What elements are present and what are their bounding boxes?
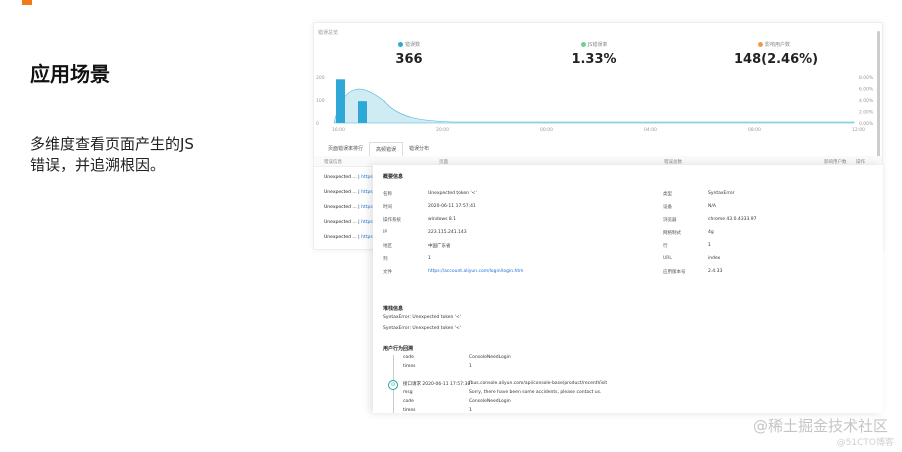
row-msg: Unexpected ... [324, 175, 357, 180]
request-icon: ⊙ [388, 380, 398, 390]
accent-bar [22, 0, 32, 5]
field-value: 223.115.241.143 [428, 230, 467, 235]
error-rate-area [333, 88, 855, 124]
y-left-tick: 0 [316, 121, 319, 127]
col-header: 操作 [856, 160, 865, 165]
field-label: 时间 [383, 205, 392, 210]
kpi-value: 1.33% [571, 52, 617, 67]
col-header: 错误总数 [664, 160, 682, 165]
kpi-affected-users: 影响用户数 148(2.46%) [734, 41, 819, 67]
watermark: @稀土掘金技术社区 [752, 417, 888, 435]
stack-line: SyntaxError: Unexpected token '<' [383, 326, 462, 331]
basic-info-title: 概要信息 [383, 174, 404, 180]
field-value: 中国广东省 [428, 244, 451, 249]
row-msg: Unexpected ... [324, 205, 357, 210]
y-left-tick: 100 [316, 98, 325, 104]
kpi-label: 影响用户数 [764, 42, 790, 48]
y-right-tick: 6.00% [859, 87, 874, 93]
field-value: chrome 43.0.4333.97 [708, 217, 757, 222]
y-right-tick: 8.00% [859, 75, 874, 81]
field-value: 1 [428, 256, 431, 261]
y-right-tick: 4.00% [859, 98, 874, 104]
slide-title: 应用场景 [30, 62, 110, 86]
field-value: windows 8.1 [428, 217, 457, 222]
field-label: 列 [383, 257, 388, 262]
kpi-value: 148(2.46%) [734, 52, 819, 67]
x-tick: 04:00 [644, 127, 657, 133]
field-label: 名称 [383, 192, 392, 197]
x-tick: 12:00 [852, 127, 865, 133]
trace-value: fbus.console.aliyun.com/api/console-base… [469, 381, 608, 386]
field-label: 设备 [663, 205, 672, 210]
field-label: IP [383, 230, 388, 235]
error-detail-panel: 概要信息 名称 Unexpected token '<' 时间 2020-06-11 … [373, 165, 883, 413]
stack-line: SyntaxError: Unexpected token '<' [383, 315, 462, 320]
field-label: 文件 [383, 270, 392, 275]
field-value: 1 [708, 243, 711, 248]
trace-value: ConsoleNeedLogin [469, 355, 511, 360]
field-value: index [708, 256, 721, 261]
field-label: 操作系统 [383, 218, 401, 223]
kpi-value: 366 [395, 52, 423, 67]
trace-key: times [403, 364, 416, 369]
kpi-dot-icon [757, 42, 763, 47]
error-chart: 200 100 0 8.00% 6.00% 4.00% 2.00% 0.00% 16:00 20:… [316, 75, 874, 133]
stack-title: 堆栈信息 [383, 306, 404, 312]
x-tick: 16:00 [332, 127, 345, 133]
trace-key: 接口请求 2020-06-11 17:57:38 [403, 382, 471, 387]
col-header: 页面 [439, 160, 448, 165]
field-label: 网络制式 [663, 231, 681, 236]
col-header: 影响用户数 [824, 160, 847, 165]
tab-frequent-errors[interactable]: 高频错误 [369, 142, 404, 156]
field-label: 应用版本号 [663, 270, 686, 275]
trace-key: msg [403, 390, 413, 395]
x-tick: 00:00 [540, 127, 553, 133]
watermark-sub: @51CTO博客 [836, 438, 894, 448]
kpi-dot-icon [580, 42, 586, 47]
trace-value: ConsoleNeedLogin [469, 399, 511, 404]
y-left-tick: 200 [316, 75, 325, 81]
error-count-bar[interactable] [336, 79, 345, 123]
x-tick: 20:00 [436, 127, 449, 133]
kpi-dot-icon [397, 42, 403, 47]
section-label: 错误总览 [318, 30, 339, 36]
field-label: 类型 [663, 192, 672, 197]
trace-value: Sorry, there have been some accidents, p… [469, 390, 602, 395]
trace-key: code [403, 355, 414, 360]
tab-page-error-rank[interactable]: 页面错误率排行 [328, 146, 364, 152]
y-right-tick: 2.00% [859, 110, 874, 116]
row-msg: Unexpected ... [324, 190, 357, 195]
slide-body: 多维度查看页面产生的JS错误，并追溯根因。 [30, 135, 194, 174]
field-value: Unexpected token '<' [428, 191, 477, 196]
kpi-label: 错误数 [404, 42, 420, 48]
col-header: 错误信息 [324, 160, 342, 165]
field-label: URL [663, 256, 672, 261]
trace-title: 用户行为回溯 [383, 346, 414, 352]
tab-bar: 页面错误率排行 高频错误 错误分布 [322, 142, 435, 156]
row-msg: Unexpected ... [324, 220, 357, 225]
field-label: 地区 [383, 244, 392, 249]
x-tick: 08:00 [748, 127, 761, 133]
row-msg: Unexpected ... [324, 235, 357, 240]
scrollbar[interactable] [877, 31, 880, 181]
tab-error-distribution[interactable]: 错误分布 [409, 146, 430, 152]
field-value: 2.4.33 [708, 269, 723, 274]
trace-value: 1 [469, 364, 472, 369]
field-link[interactable]: https://account.aliyun.com/login/login.h… [428, 269, 524, 274]
trace-key: code [403, 399, 414, 404]
kpi-label: JS错误率 [587, 42, 608, 48]
field-label: 行 [663, 244, 668, 249]
trace-key: times [403, 408, 416, 413]
kpi-errors: 错误数 366 [384, 41, 434, 67]
kpi-error-rate: JS错误率 1.33% [569, 41, 619, 67]
field-value: SyntaxError [708, 191, 735, 196]
field-value: 2020-06-11 17:57:41 [428, 204, 476, 209]
field-value: 4g [708, 230, 714, 235]
error-count-bar[interactable] [358, 101, 367, 123]
field-value: N/A [708, 204, 716, 209]
y-right-tick: 0.00% [859, 121, 874, 127]
field-label: 浏览器 [663, 218, 677, 223]
trace-value: 1 [469, 408, 472, 413]
